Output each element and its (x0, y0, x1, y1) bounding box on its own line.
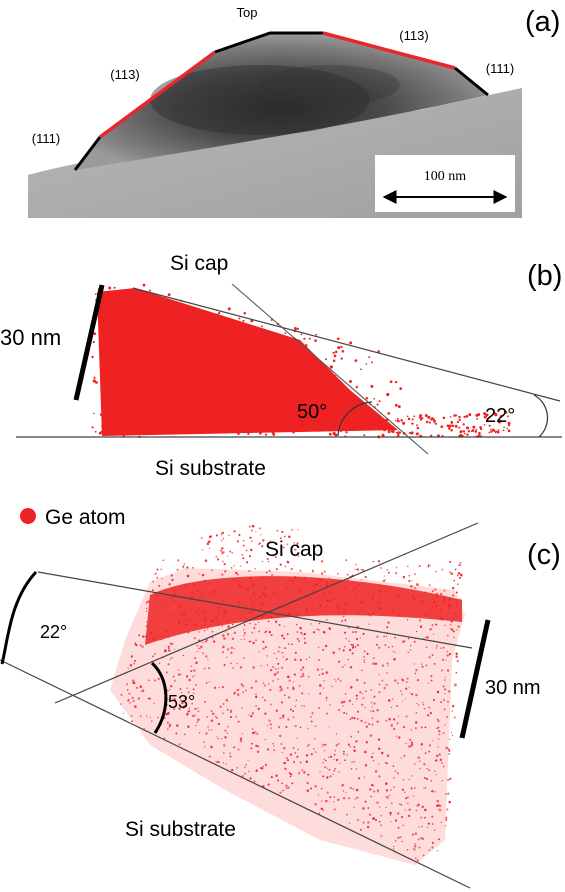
facet-111-right (454, 66, 489, 97)
facet-label-113-left: (113) (110, 67, 139, 82)
scale-bar-c (459, 619, 491, 739)
diag-line-c (54, 522, 479, 704)
facet-top (214, 31, 323, 54)
facet-label-top: Top (237, 5, 258, 20)
panel-label-c: (c) (527, 539, 561, 571)
bottom-line-c (0, 659, 471, 889)
panel-a: 100 nm Top (113) (113) (111) (111) (a) (28, 5, 560, 218)
facet-113-right (322, 31, 456, 70)
facet-label-111-right: (111) (486, 61, 514, 76)
top-line-b (132, 287, 561, 402)
substrate-label-b: Si substrate (155, 457, 266, 480)
legend: Ge atom (20, 506, 126, 529)
angle-label-22-b: 22° (485, 405, 515, 427)
panel-label-b: (b) (527, 260, 562, 292)
cap-layer-c (145, 576, 462, 645)
facet-111-left (73, 136, 102, 171)
facet-line-b (231, 283, 429, 455)
panel-c: 30 nm Si cap Si substrate 22° 53° (c) (0, 522, 561, 889)
angle-arc-22-c (0, 570, 38, 665)
panel-b: 30 nm Si cap Si substrate 50° 22° (b) (0, 252, 562, 480)
legend-marker (20, 508, 36, 524)
angle-arc-50 (337, 401, 373, 437)
scale-bar-label-c: 30 nm (485, 677, 541, 699)
facet-113-left (98, 50, 217, 139)
legend-label: Ge atom (45, 506, 126, 529)
angle-arc-53 (150, 661, 168, 734)
top-line-c (37, 571, 473, 649)
panel-label-a: (a) (525, 6, 560, 38)
facet-label-111-left: (111) (32, 131, 60, 146)
substrate-label-c: Si substrate (125, 818, 236, 841)
angle-label-53: 53° (168, 692, 195, 712)
scale-bar-label-a: 100 nm (424, 169, 467, 184)
atom-cloud-body-b (97, 288, 398, 436)
scale-bar-b (73, 284, 105, 401)
cap-label-b: Si cap (170, 252, 228, 275)
angle-label-50: 50° (297, 401, 327, 423)
angle-label-22-c: 22° (40, 622, 67, 642)
scale-bar-label-b: 30 nm (0, 325, 61, 350)
cap-label-c: Si cap (265, 538, 323, 561)
facet-label-113-right: (113) (399, 28, 428, 43)
tem-island (75, 33, 488, 170)
angle-arc-22 (533, 394, 549, 438)
